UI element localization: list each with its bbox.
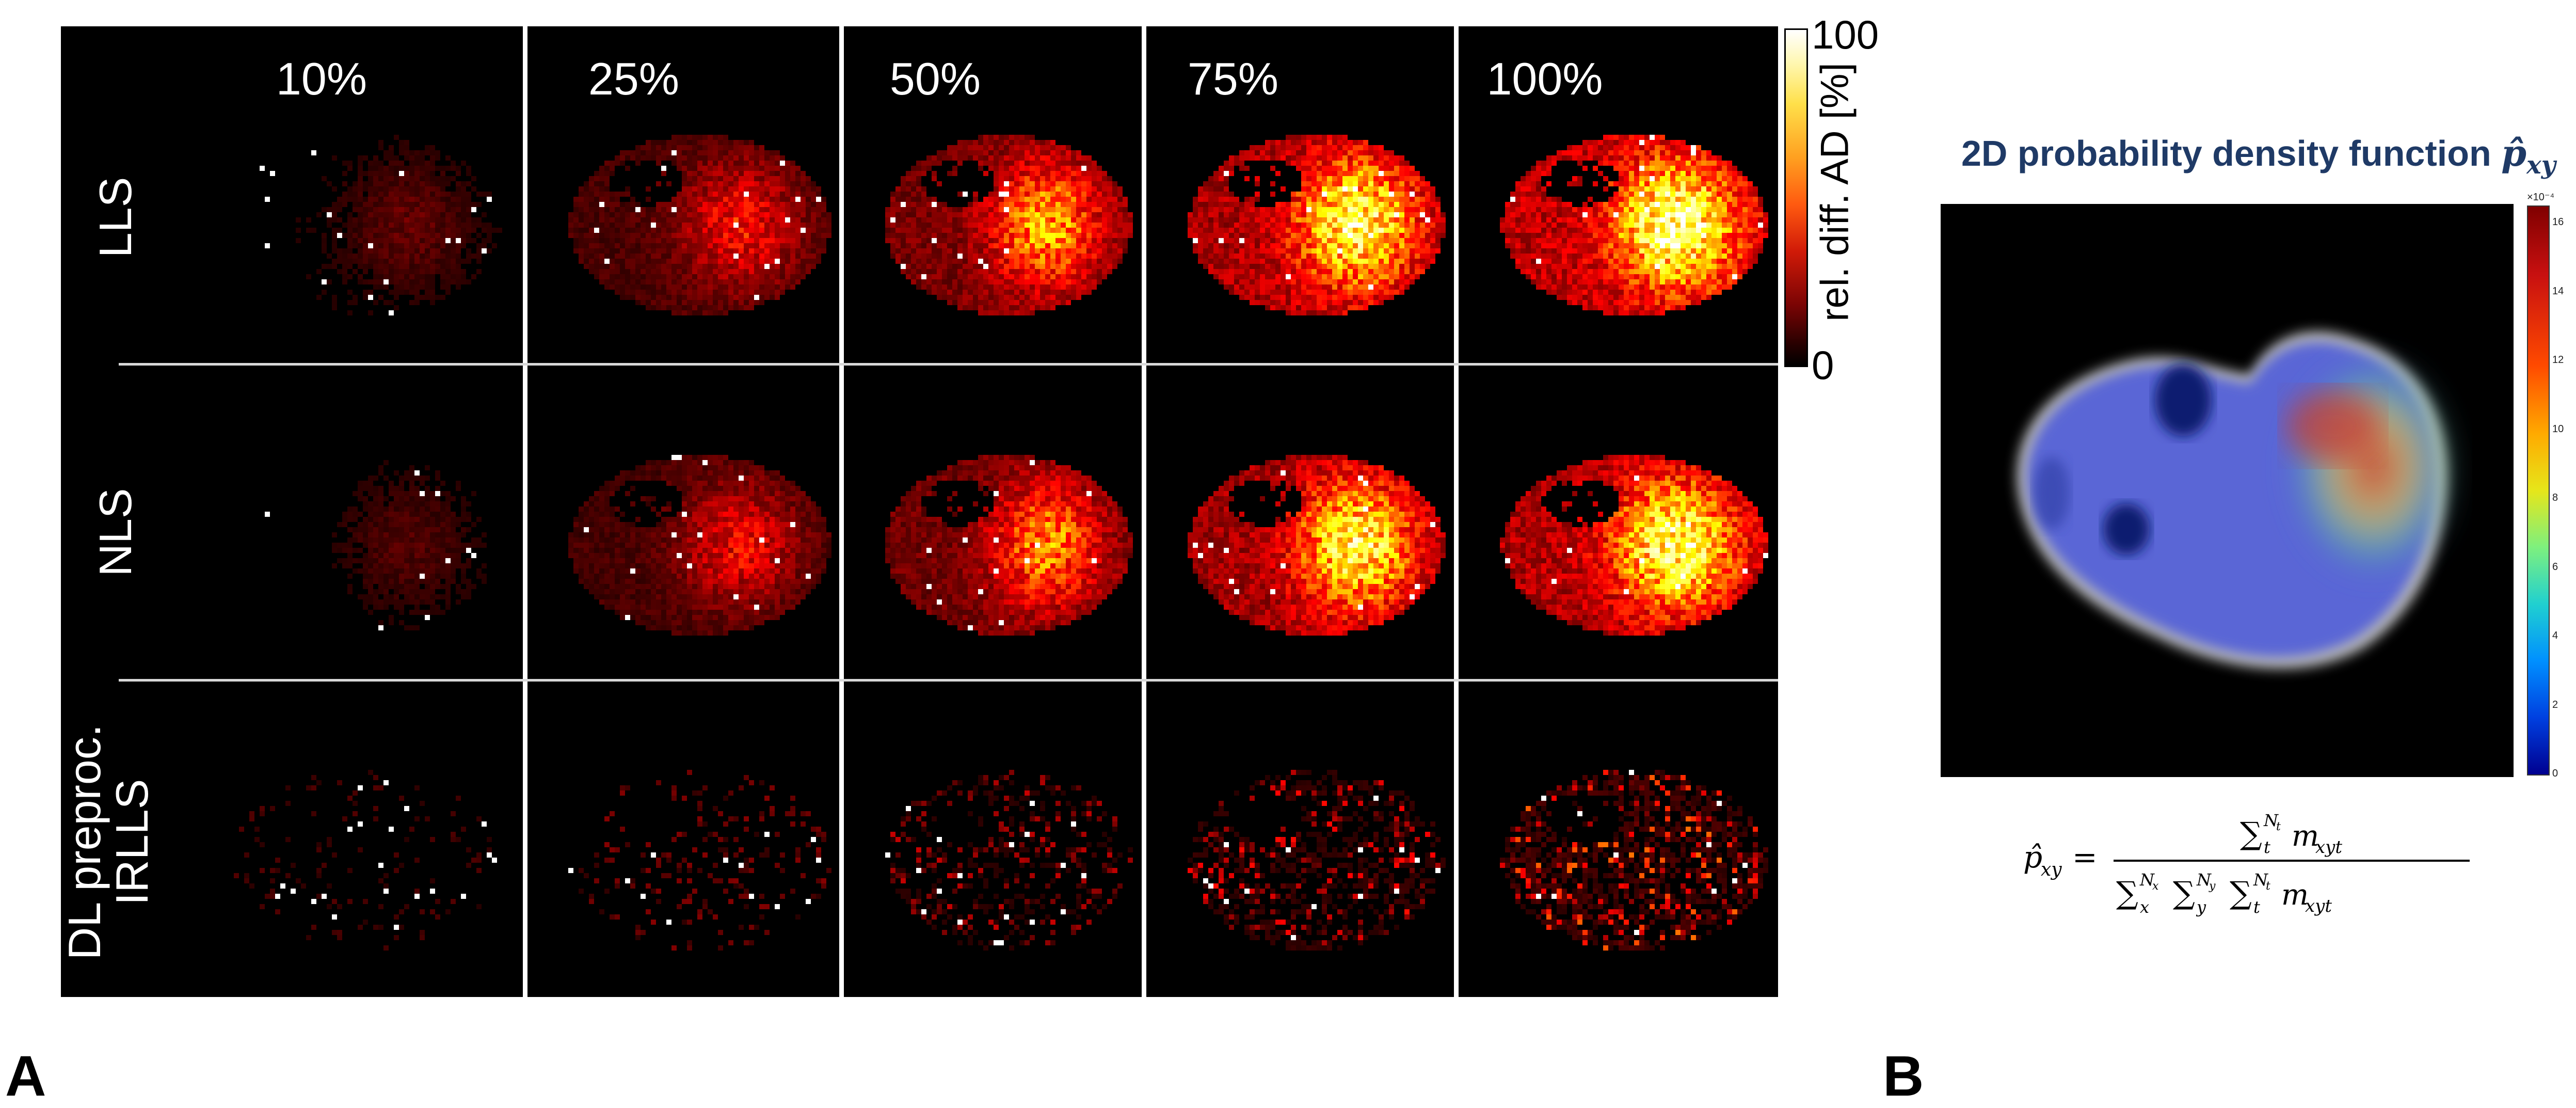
row-label-dl-irlls: DL preproc. IRLLS	[61, 687, 164, 997]
column-header-25: 25%	[531, 56, 737, 102]
formula-lhs: p̂	[2023, 840, 2042, 875]
formula-sum: ∑	[2230, 875, 2252, 911]
error-map-image	[187, 445, 507, 641]
error-map-cell	[187, 124, 507, 321]
cavity	[2034, 457, 2070, 529]
error-map-image	[527, 445, 837, 641]
pdf-title-subscript: xy	[2526, 151, 2556, 180]
pdf-peak-region	[2286, 390, 2379, 462]
error-map-cell	[844, 759, 1141, 956]
error-map-image	[844, 759, 1141, 956]
pdf-overlay-svg	[1941, 204, 2514, 777]
row-label-text: IRLLS	[108, 687, 156, 997]
pdf-colorbar-tick: 4	[2552, 630, 2558, 641]
formula-num-term-sub: xyt	[2315, 837, 2342, 858]
error-map-grid: 10% 25% 50% 75% 100% LLS NLS DL preproc.…	[61, 26, 1778, 997]
column-header-100: 100%	[1442, 56, 1648, 102]
formula-lhs-sub: xy	[2041, 859, 2062, 880]
formula-den-sub-1: x	[2140, 897, 2149, 917]
pdf-colorbar-tick: 12	[2552, 355, 2564, 365]
pdf-colorbar-tick: 6	[2552, 562, 2558, 572]
error-map-image	[1459, 759, 1773, 956]
error-map-cell	[1146, 445, 1451, 641]
pdf-overlay-image	[1941, 204, 2514, 777]
colorbar-title: rel. diff. AD [%]	[1813, 62, 1858, 321]
error-map-cell	[1146, 759, 1451, 956]
pdf-colorbar-tick: 16	[2552, 217, 2564, 227]
formula-den-sup-2-sub: y	[2209, 880, 2216, 893]
pdf-formula: p̂ xy = ∑ N t t m xyt ∑ N x x ∑ N y y ∑ …	[2023, 795, 2488, 929]
cavity	[2155, 364, 2212, 436]
error-map-cell	[187, 445, 507, 641]
error-map-cell	[527, 445, 837, 641]
formula-den-sup-3-sub: t	[2266, 880, 2270, 893]
error-map-image	[527, 759, 837, 956]
row-divider	[119, 679, 1778, 682]
panel-letter-b: B	[1883, 1048, 1924, 1105]
pdf-colorbar-tick: 8	[2552, 493, 2558, 503]
error-map-image	[187, 124, 507, 321]
error-map-cell	[1459, 445, 1773, 641]
pdf-colorbar-tick: 2	[2552, 700, 2558, 710]
error-map-image	[1146, 124, 1451, 321]
pdf-title-symbol: p̂	[2501, 132, 2526, 175]
column-header-50: 50%	[832, 56, 1038, 102]
colorbar-jet	[2527, 205, 2550, 775]
formula-den-sub-2: y	[2196, 897, 2206, 917]
column-divider	[839, 26, 844, 997]
formula-sum: ∑	[2116, 875, 2138, 911]
error-map-cell	[527, 759, 837, 956]
pdf-colorbar-exponent: ×10⁻⁴	[2527, 192, 2554, 202]
pdf-title-text: 2D probability density function	[1961, 133, 2501, 173]
error-map-cell	[844, 124, 1141, 321]
column-header-10: 10%	[218, 56, 425, 102]
row-label-text: DL preproc.	[61, 687, 108, 997]
row-label-lls: LLS	[92, 88, 143, 346]
error-map-cell	[1459, 759, 1773, 956]
cavity	[2103, 503, 2150, 555]
panel-letter-a: A	[5, 1048, 46, 1105]
column-divider	[1142, 26, 1146, 997]
colorbar-hot	[1784, 28, 1808, 367]
formula-fraction-bar	[2114, 860, 2470, 862]
formula-equals: =	[2072, 840, 2098, 875]
pdf-title: 2D probability density function p̂xy	[1961, 132, 2570, 180]
error-map-image	[844, 124, 1141, 321]
formula-num-sub: t	[2264, 837, 2270, 857]
pdf-colorbar-tick: 0	[2552, 768, 2558, 779]
error-map-image	[1146, 445, 1451, 641]
row-label-text: NLS	[90, 488, 141, 576]
error-map-cell	[1146, 124, 1451, 321]
colorbar-max-label: 100	[1812, 14, 1879, 55]
error-map-image	[844, 445, 1141, 641]
row-divider	[119, 363, 1778, 366]
error-map-cell	[527, 124, 837, 321]
pdf-high-region	[2245, 343, 2452, 612]
error-map-image	[527, 124, 837, 321]
error-map-cell	[844, 445, 1141, 641]
error-map-cell	[1459, 124, 1773, 321]
error-map-image	[1146, 759, 1451, 956]
pdf-colorbar-tick: 10	[2552, 424, 2564, 434]
colorbar-min-label: 0	[1812, 345, 1834, 385]
row-label-text: LLS	[90, 177, 141, 258]
formula-den-term-sub: xyt	[2305, 896, 2332, 916]
error-map-image	[1459, 445, 1773, 641]
error-map-cell	[187, 759, 507, 956]
column-header-75: 75%	[1130, 56, 1336, 102]
formula-sum: ∑	[2240, 816, 2262, 852]
error-map-image	[187, 759, 507, 956]
formula-den-sup-1-sub: x	[2152, 880, 2159, 893]
error-map-image	[1459, 124, 1773, 321]
row-label-nls: NLS	[92, 403, 143, 661]
formula-num-sup-sub: t	[2276, 820, 2281, 833]
formula-sum: ∑	[2173, 875, 2195, 911]
formula-den-sub-3: t	[2253, 897, 2260, 917]
column-divider	[1454, 26, 1459, 997]
pdf-colorbar-tick: 14	[2552, 286, 2564, 296]
